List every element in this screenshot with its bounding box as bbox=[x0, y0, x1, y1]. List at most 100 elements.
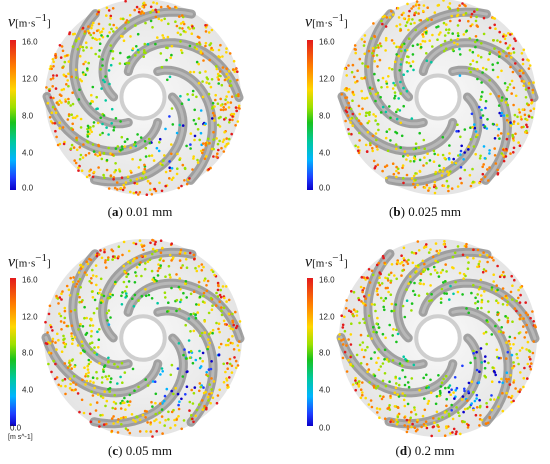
particle-point bbox=[107, 69, 111, 72]
particle-point bbox=[116, 188, 119, 191]
particle-point bbox=[146, 384, 150, 387]
particle-point bbox=[383, 358, 386, 361]
particle-point bbox=[461, 420, 465, 423]
particle-point bbox=[215, 321, 218, 325]
particle-point bbox=[495, 123, 499, 127]
particle-point bbox=[89, 380, 92, 383]
particle-point bbox=[476, 300, 480, 303]
particle-point bbox=[67, 72, 70, 76]
particle-point bbox=[107, 323, 111, 326]
particle-point bbox=[231, 319, 234, 323]
particle-point bbox=[134, 24, 137, 27]
particle-point bbox=[507, 51, 511, 55]
particle-point bbox=[92, 150, 96, 153]
particle-point bbox=[511, 366, 514, 370]
particle-point bbox=[483, 157, 487, 160]
particle-point bbox=[446, 170, 449, 173]
particle-point bbox=[395, 422, 399, 426]
particle-point bbox=[380, 86, 383, 89]
particle-point bbox=[395, 117, 399, 121]
particle-point bbox=[529, 316, 532, 320]
particle-point bbox=[218, 388, 221, 392]
particle-point bbox=[168, 115, 171, 118]
particle-point bbox=[475, 368, 479, 372]
particle-point bbox=[179, 250, 182, 254]
particle-point bbox=[152, 1, 155, 4]
particle-point bbox=[424, 26, 428, 30]
particle-point bbox=[126, 175, 130, 178]
particle-point bbox=[512, 51, 516, 54]
particle-point bbox=[67, 84, 70, 88]
particle-point bbox=[405, 418, 409, 422]
particle-point bbox=[450, 187, 454, 190]
particle-point bbox=[472, 67, 476, 71]
particle-point bbox=[95, 353, 99, 356]
particle-point bbox=[431, 255, 435, 259]
particle-point bbox=[447, 425, 450, 428]
particle-point bbox=[393, 274, 396, 277]
particle-point bbox=[515, 352, 518, 356]
particle-point bbox=[383, 308, 386, 312]
particle-point bbox=[526, 362, 530, 366]
particle-point bbox=[401, 43, 404, 46]
particle-point bbox=[501, 391, 504, 395]
particle-point bbox=[480, 300, 484, 304]
particle-point bbox=[91, 175, 95, 179]
particle-point bbox=[84, 60, 87, 64]
particle-point bbox=[91, 324, 95, 327]
particle-point bbox=[100, 256, 104, 260]
particle-point bbox=[473, 10, 476, 13]
particle-point bbox=[71, 122, 74, 126]
particle-point bbox=[478, 424, 481, 427]
particle-point bbox=[81, 265, 85, 268]
particle-point bbox=[433, 421, 436, 424]
particle-point bbox=[135, 45, 138, 48]
particle-point bbox=[398, 109, 402, 112]
particle-point bbox=[506, 316, 510, 320]
particle-point bbox=[428, 159, 432, 162]
particle-point bbox=[418, 169, 422, 173]
particle-point bbox=[155, 146, 159, 150]
particle-point bbox=[176, 392, 180, 396]
particle-point bbox=[209, 85, 213, 89]
particle-point bbox=[354, 310, 357, 313]
particle-point bbox=[503, 82, 507, 85]
particle-point bbox=[222, 306, 226, 310]
tick-label: 8.0 bbox=[319, 348, 331, 358]
particle-point bbox=[162, 36, 165, 40]
particle-point bbox=[371, 273, 375, 277]
particle-point bbox=[213, 114, 216, 117]
particle-point bbox=[495, 284, 498, 287]
particle-point bbox=[202, 291, 206, 295]
blade-highlight bbox=[156, 68, 214, 182]
particle-point bbox=[429, 284, 432, 287]
particle-point bbox=[389, 293, 393, 296]
particle-point bbox=[217, 48, 221, 52]
particle-point bbox=[151, 247, 155, 251]
particle-point bbox=[518, 317, 522, 320]
particle-point bbox=[511, 298, 514, 301]
particle-point bbox=[69, 104, 72, 107]
particle-point bbox=[437, 3, 441, 7]
particle-point bbox=[159, 239, 163, 242]
particle-point bbox=[195, 47, 198, 51]
particle-point bbox=[197, 280, 201, 284]
particle-point bbox=[60, 45, 64, 48]
particle-point bbox=[456, 32, 460, 35]
particle-point bbox=[62, 321, 66, 324]
particle-point bbox=[341, 323, 345, 327]
panel-caption: (b) 0.025 mm bbox=[389, 204, 461, 219]
particle-point bbox=[435, 410, 439, 414]
particle-point bbox=[216, 394, 220, 397]
particle-point bbox=[467, 311, 470, 315]
particle-point bbox=[512, 399, 515, 403]
particle-point bbox=[89, 360, 92, 364]
particle-point bbox=[227, 312, 231, 316]
particle-point bbox=[67, 113, 71, 116]
particle-point bbox=[192, 26, 196, 30]
particle-point bbox=[192, 312, 195, 315]
particle-point bbox=[81, 26, 85, 30]
particle-point bbox=[442, 0, 445, 2]
particle-point bbox=[421, 270, 425, 273]
particle-point bbox=[92, 170, 96, 174]
